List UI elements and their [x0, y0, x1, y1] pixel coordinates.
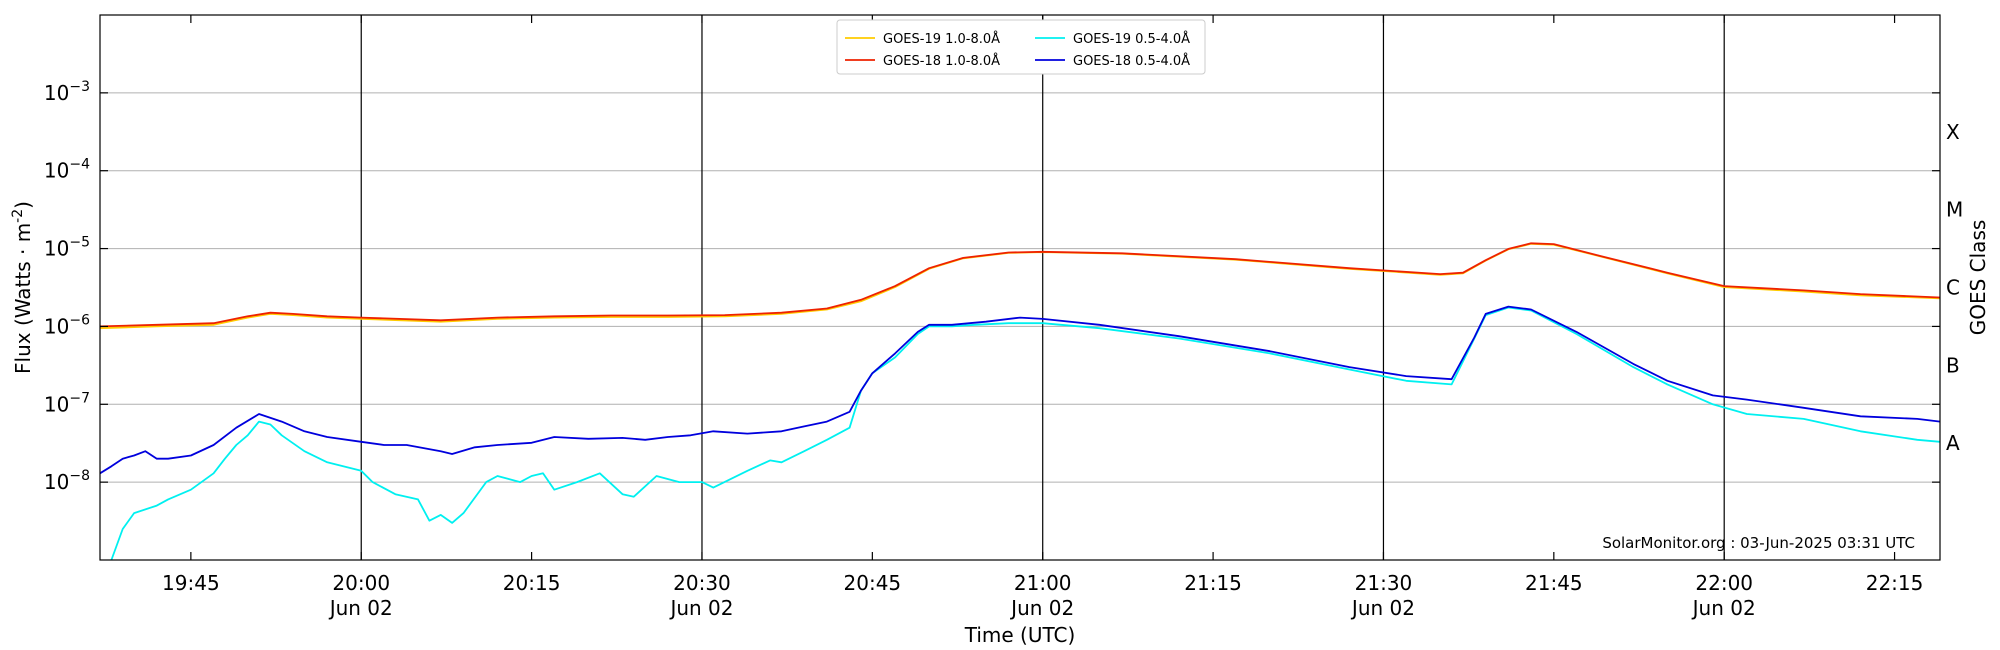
y-tick-base: 10: [44, 159, 69, 183]
legend-label-2: GOES-19 0.5-4.0Å: [1073, 31, 1190, 47]
legend: GOES-19 1.0-8.0Å GOES-18 1.0-8.0Å GOES-19 …: [836, 19, 1206, 75]
y-tick-label: 10−4: [44, 157, 90, 183]
x-tick-label: 21:00: [1014, 571, 1072, 595]
legend-label-3: GOES-18 0.5-4.0Å: [1073, 53, 1190, 69]
y-tick-exp: −8: [69, 468, 90, 484]
goes-class-X: X: [1946, 120, 1960, 144]
x-axis-title: Time (UTC): [964, 623, 1076, 647]
x-tick-label: 22:00: [1695, 571, 1753, 595]
y-axis-title-suffix: ): [11, 201, 35, 209]
goes-class-labels: A B C M X: [1946, 120, 1963, 455]
x-tick-label: 19:45: [162, 571, 220, 595]
x-tick-label: 22:15: [1866, 571, 1924, 595]
x-tick-sublabel: Jun 02: [668, 596, 733, 620]
x-tick-sublabel: Jun 02: [1350, 596, 1415, 620]
series-line-2: [110, 306, 1941, 561]
horizontal-gridlines: [100, 92, 1940, 483]
y-tick-label: 10−7: [44, 390, 90, 416]
legend-label-1: GOES-18 1.0-8.0Å: [883, 53, 1000, 69]
series-line-3: [99, 305, 1941, 475]
x-tick-label: 20:00: [332, 571, 390, 595]
legend-box: [836, 19, 1206, 75]
y-tick-exp: −5: [69, 235, 90, 251]
goes-class-B: B: [1946, 353, 1960, 377]
y-axis-title-main: Flux (Watts · m: [11, 223, 35, 374]
y-tick-label: 10−3: [44, 79, 90, 105]
y-tick-exp: −7: [69, 390, 90, 406]
y-axis-ticks: 10−810−710−610−510−410−3: [44, 79, 1940, 494]
y-axis-title: Flux (Watts · m-2): [10, 201, 35, 374]
y-tick-exp: −6: [69, 312, 90, 328]
day-boundary-lines: [360, 15, 1725, 560]
y-tick-label: 10−6: [44, 312, 90, 338]
y-tick-base: 10: [44, 470, 69, 494]
goes-class-A: A: [1946, 431, 1960, 455]
x-tick-label: 21:45: [1525, 571, 1583, 595]
x-tick-label: 21:30: [1355, 571, 1413, 595]
y-axis-title-sup: -2: [10, 209, 26, 223]
y-tick-base: 10: [44, 81, 69, 105]
y-tick-base: 10: [44, 392, 69, 416]
series-line-1: [99, 242, 1941, 328]
x-tick-label: 20:45: [844, 571, 902, 595]
y-tick-label: 10−5: [44, 235, 90, 261]
goes-class-M: M: [1946, 198, 1963, 222]
y-tick-base: 10: [44, 314, 69, 338]
x-tick-label: 21:15: [1184, 571, 1242, 595]
right-axis-title: GOES Class: [1966, 220, 1990, 336]
watermark-text: SolarMonitor.org : 03-Jun-2025 03:31 UTC: [1602, 534, 1915, 552]
series-line-0: [99, 242, 1941, 330]
y-tick-base: 10: [44, 237, 69, 261]
x-tick-sublabel: Jun 02: [1009, 596, 1074, 620]
y-tick-label: 10−8: [44, 468, 90, 494]
legend-label-0: GOES-19 1.0-8.0Å: [883, 31, 1000, 47]
x-tick-sublabel: Jun 02: [328, 596, 393, 620]
y-tick-exp: −4: [69, 157, 90, 173]
x-tick-sublabel: Jun 02: [1691, 596, 1756, 620]
series-lines: [99, 242, 1941, 561]
goes-class-C: C: [1946, 276, 1960, 300]
plot-frame: [99, 14, 1941, 561]
x-tick-label: 20:15: [503, 571, 561, 595]
x-tick-label: 20:30: [673, 571, 731, 595]
y-tick-exp: −3: [69, 79, 90, 95]
